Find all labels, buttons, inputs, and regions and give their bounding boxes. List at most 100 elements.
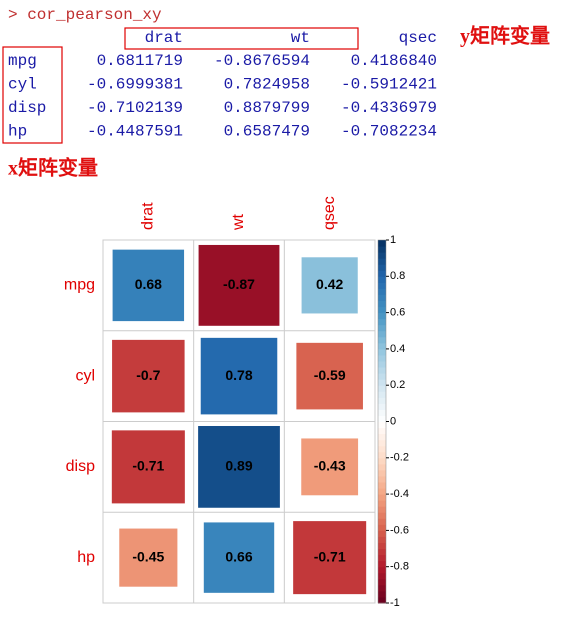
colorbar-segment — [378, 240, 386, 247]
cell — [119, 528, 178, 587]
colorbar-segment — [378, 415, 386, 422]
x-label: wt — [230, 213, 247, 231]
colorbar-tick-label: 0.4 — [390, 343, 405, 355]
y-label: hp — [77, 549, 95, 566]
colorbar-segment — [378, 379, 386, 386]
colorbar-segment — [378, 403, 386, 410]
colorbar-segment — [378, 264, 386, 271]
colorbar-segment — [378, 342, 386, 350]
colorbar-segment — [378, 300, 386, 308]
colorbar-segment — [378, 596, 386, 604]
colorbar-tick-label: -0.8 — [390, 561, 409, 573]
colorbar-segment — [378, 451, 386, 459]
y-annotation: y矩阵变量 — [460, 24, 550, 48]
cell — [301, 257, 358, 314]
cell-value: 0.78 — [225, 367, 252, 383]
console-value: -0.7102139 — [87, 99, 183, 117]
colorbar-segment — [378, 318, 386, 326]
colorbar-segment — [378, 306, 386, 314]
colorbar-tick-label: 0.8 — [390, 270, 405, 282]
colorbar-segment — [378, 391, 386, 398]
colorbar-segment — [378, 457, 386, 465]
colorbar-segment — [378, 276, 386, 283]
console-value: 0.6811719 — [97, 52, 183, 70]
colorbar-tick-label: -0.4 — [390, 488, 409, 500]
colorbar-segment — [378, 530, 386, 537]
cell — [296, 342, 363, 410]
cell — [293, 521, 367, 595]
colorbar-segment — [378, 590, 386, 598]
cell — [112, 249, 185, 322]
colorbar-segment — [378, 252, 386, 259]
console-command: > cor_pearson_xy — [8, 6, 162, 24]
cell-value: -0.71 — [314, 548, 346, 564]
colorbar-segment — [378, 433, 386, 441]
colorbar-segment — [378, 445, 386, 453]
colorbar-segment — [378, 361, 386, 368]
cell-value: -0.45 — [132, 548, 164, 564]
colorbar-segment — [378, 500, 386, 507]
cell-value: -0.43 — [314, 458, 346, 474]
colorbar-segment — [378, 494, 386, 501]
colorbar-segment — [378, 512, 386, 519]
console-row-name: hp — [8, 123, 27, 141]
colorbar-segment — [378, 354, 386, 362]
colorbar-segment — [378, 518, 386, 525]
colorbar-segment — [378, 524, 386, 531]
console-column: wt — [291, 29, 310, 47]
console-value: -0.8676594 — [214, 52, 310, 70]
colorbar-segment — [378, 409, 386, 416]
colorbar-segment — [378, 463, 386, 471]
colorbar-tick-label: 1 — [390, 234, 396, 246]
console-row-name: disp — [8, 99, 46, 117]
colorbar-segment — [378, 367, 386, 374]
colorbar-segment — [378, 294, 386, 301]
colorbar-segment — [378, 469, 386, 477]
colorbar-segment — [378, 584, 386, 592]
colorbar-tick-label: -0.6 — [390, 524, 409, 536]
colorbar-segment — [378, 373, 386, 380]
console-value: 0.6587479 — [224, 123, 310, 141]
colorbar-tick-label: -0.2 — [390, 452, 409, 464]
console-value: 0.7824958 — [224, 76, 310, 94]
console-value: -0.4487591 — [87, 123, 183, 141]
cell — [198, 244, 280, 326]
colorbar-segment — [378, 578, 386, 586]
colorbar-segment — [378, 488, 386, 495]
colorbar-segment — [378, 397, 386, 404]
colorbar-segment — [378, 542, 386, 550]
console-value: 0.4186840 — [351, 52, 437, 70]
x-annotation: x矩阵变量 — [8, 156, 98, 180]
colorbar-segment — [378, 439, 386, 447]
colorbar-segment — [378, 258, 386, 265]
cell — [203, 522, 275, 593]
colorbar-tick-label: 0.6 — [390, 307, 405, 319]
console-value: -0.7082234 — [341, 123, 437, 141]
colorbar-segment — [378, 506, 386, 513]
colorbar-segment — [378, 482, 386, 489]
cell — [198, 425, 280, 508]
colorbar-segment — [378, 421, 386, 429]
cell — [200, 337, 278, 415]
colorbar-segment — [378, 536, 386, 543]
colorbar-segment — [378, 312, 386, 320]
cell-value: -0.7 — [136, 367, 160, 383]
console-row-name: cyl — [8, 76, 37, 94]
cell-value: -0.71 — [132, 458, 164, 474]
colorbar-segment — [378, 572, 386, 580]
y-label: mpg — [64, 277, 95, 294]
cell — [112, 339, 185, 413]
colorbar-tick-label: 0.2 — [390, 379, 405, 391]
console-value: -0.6999381 — [87, 76, 183, 94]
cell-value: 0.89 — [225, 458, 252, 474]
colorbar-segment — [378, 330, 386, 338]
colorbar-segment — [378, 270, 386, 277]
colorbar-segment — [378, 336, 386, 344]
console-column: drat — [145, 29, 183, 47]
console-row-name: mpg — [8, 52, 37, 70]
colorbar-segment — [378, 560, 386, 568]
y-label: cyl — [75, 367, 95, 384]
colorbar-segment — [378, 246, 386, 253]
cell-value: -0.59 — [314, 367, 346, 383]
